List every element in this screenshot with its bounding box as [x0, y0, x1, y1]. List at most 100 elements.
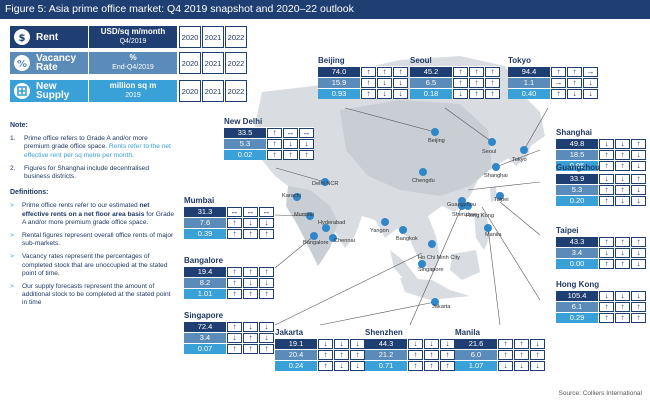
map-label: Shanghai: [484, 173, 508, 179]
notes-heading: Note:: [10, 122, 28, 129]
arrow-down-icon: ↓: [630, 248, 646, 258]
city-value-supply: 0.39: [184, 229, 226, 239]
legend-year: 2022: [225, 52, 247, 74]
city-value-supply: 0.18: [410, 89, 452, 99]
city-value-supply: 0.29: [556, 313, 598, 323]
arrow-up-icon: ↑: [349, 350, 365, 360]
city-name: Shenzhen: [365, 328, 403, 337]
arrow-down-icon: ↓: [258, 218, 274, 228]
map-label: Bangkok: [396, 236, 418, 242]
svg-text:%: %: [17, 59, 27, 69]
arrow-up-icon: ↑: [266, 128, 282, 138]
city-table: Guangzhou 33.9 ↓ ↓ ↑ 5.3 ↑ ↑ ↓ 0.20 ↑ ↓ ↓: [556, 163, 646, 206]
city-value-supply: 0.40: [508, 89, 550, 99]
arrow-up-icon: ↑: [226, 218, 242, 228]
city-row-rent: 49.8 ↓ ↓ ↑: [556, 138, 646, 149]
landmass-philippines: [474, 212, 490, 250]
city-value-supply: 0.20: [556, 196, 598, 206]
rent-icon: $: [14, 29, 30, 45]
city-row-vacancy: 8.2 ↑ ↓ ↓: [184, 277, 274, 288]
city-table: Hong Kong 105.4 ↓ ↓ ↓ 6.1 ↑ ↑ ↑ 0.29 ↑ ↑ ↑: [556, 280, 646, 323]
legend-label: Rent: [36, 31, 59, 43]
city-name: New Delhi: [224, 117, 263, 126]
city-table: Singapore 72.4 ↑ ↓ ↓ 3.4 ↓ ↑ ↓ 0.07 ↑ ↑ ↑: [184, 311, 274, 354]
arrow-up-icon: ↑: [550, 89, 566, 99]
city-value-supply: 0.24: [275, 361, 317, 371]
dot-karachi: [293, 193, 301, 201]
landmass-china: [340, 100, 492, 196]
legend-row: % Vacancy Rate% End-Q4/2019 2020 2021 2022: [10, 52, 247, 74]
definition-1-c: for Grade A and/or more premium grade of…: [22, 210, 175, 226]
arrow-up-icon: ↑: [630, 302, 646, 312]
arrow-down-icon: ↓: [513, 361, 529, 371]
arrow-both-icon: ↔: [298, 128, 314, 138]
arrow-up-icon: ↑: [258, 229, 274, 239]
arrow-down-icon: ↓: [566, 89, 582, 99]
city-row-supply: 0.93 ↑ ↓ ↓: [318, 88, 408, 99]
arrow-down-icon: ↓: [423, 339, 439, 349]
note-2-text: Figures for Shanghai include decentralis…: [24, 164, 149, 181]
arrow-down-icon: ↓: [376, 78, 392, 88]
city-name: Singapore: [184, 311, 224, 320]
dot-hyderabad: [322, 224, 330, 232]
arrow-up-icon: ↑: [497, 339, 513, 349]
arrow-down-icon: ↓: [630, 259, 646, 269]
dot-shanghai: [492, 163, 500, 171]
city-value-rent: 94.4: [508, 67, 550, 77]
city-value-rent: 45.2: [410, 67, 452, 77]
city-row-vacancy: 3.4 ↓ ↑ ↓: [184, 332, 274, 343]
svg-text:$: $: [19, 33, 26, 43]
arrow-up-icon: ↑: [242, 229, 258, 239]
arrow-up-icon: ↑: [407, 361, 423, 371]
arrow-up-icon: ↑: [468, 67, 484, 77]
legend-unit-label: million sq m: [109, 81, 157, 90]
arrow-up-icon: ↑: [614, 150, 630, 160]
arrow-up-icon: ↑: [242, 289, 258, 299]
city-name: Tokyo: [508, 56, 531, 65]
city-name: Taipei: [556, 226, 579, 235]
city-value-supply: 0.02: [224, 150, 266, 160]
dot-mumbai: [306, 212, 314, 220]
city-row-supply: 0.71 ↑ ↑ ↑: [365, 360, 455, 371]
arrow-down-icon: ↓: [258, 278, 274, 288]
arrow-down-icon: ↓: [407, 339, 423, 349]
legend-unit: USD/sq m/month Q4/2019: [89, 26, 177, 48]
arrow-up-icon: ↑: [513, 339, 529, 349]
city-value-rent: 49.8: [556, 139, 598, 149]
city-value-vacancy: 5.3: [556, 185, 598, 195]
city-value-vacancy: 1.1: [508, 78, 550, 88]
city-value-vacancy: 3.4: [184, 333, 226, 343]
arrow-down-icon: ↓: [582, 78, 598, 88]
map-label: Tokyo: [512, 157, 527, 163]
arrow-down-icon: ↓: [614, 139, 630, 149]
arrow-down-icon: ↓: [630, 150, 646, 160]
map-label: Yangon: [370, 228, 389, 234]
arrow-up-icon: ↑: [468, 78, 484, 88]
arrow-down-icon: ↓: [333, 339, 349, 349]
city-row-rent: 33.5 ↑ ↔ ↔: [224, 127, 314, 138]
arrow-up-icon: ↑: [630, 237, 646, 247]
note-1-number: 1.: [10, 135, 16, 143]
note-1-highlight: Rents refer to the net effective rent pe…: [24, 143, 171, 159]
city-value-supply: 1.01: [184, 289, 226, 299]
city-value-vacancy: 5.3: [224, 139, 266, 149]
arrow-right-icon: →: [550, 78, 566, 88]
city-row-rent: 31.3 ↔ ↔ ↔: [184, 206, 274, 217]
arrow-down-icon: ↓: [614, 248, 630, 258]
arrow-both-icon: ↔: [226, 207, 242, 217]
city-value-vacancy: 7.6: [184, 218, 226, 228]
arrow-up-icon: ↑: [258, 344, 274, 354]
map-label: Karachi: [282, 193, 301, 199]
arrow-up-icon: ↑: [614, 237, 630, 247]
city-row-rent: 74.0 ↑ ↑ ↑: [318, 66, 408, 77]
city-table: Jakarta 19.1 ↓ ↓ ↓ 20.4 ↑ ↑ ↑ 0.24 ↑ ↓ ↓: [275, 328, 365, 371]
city-name: Bangalore: [184, 256, 224, 265]
arrow-up-icon: ↑: [598, 161, 614, 171]
arrow-up-icon: ↑: [566, 67, 582, 77]
city-name: Shanghai: [556, 128, 593, 137]
city-name: Manila: [455, 328, 480, 337]
city-value-rent: 44.3: [365, 339, 407, 349]
arrow-down-icon: ↓: [242, 322, 258, 332]
city-row-rent: 72.4 ↑ ↓ ↓: [184, 321, 274, 332]
landmass-india: [286, 186, 338, 266]
